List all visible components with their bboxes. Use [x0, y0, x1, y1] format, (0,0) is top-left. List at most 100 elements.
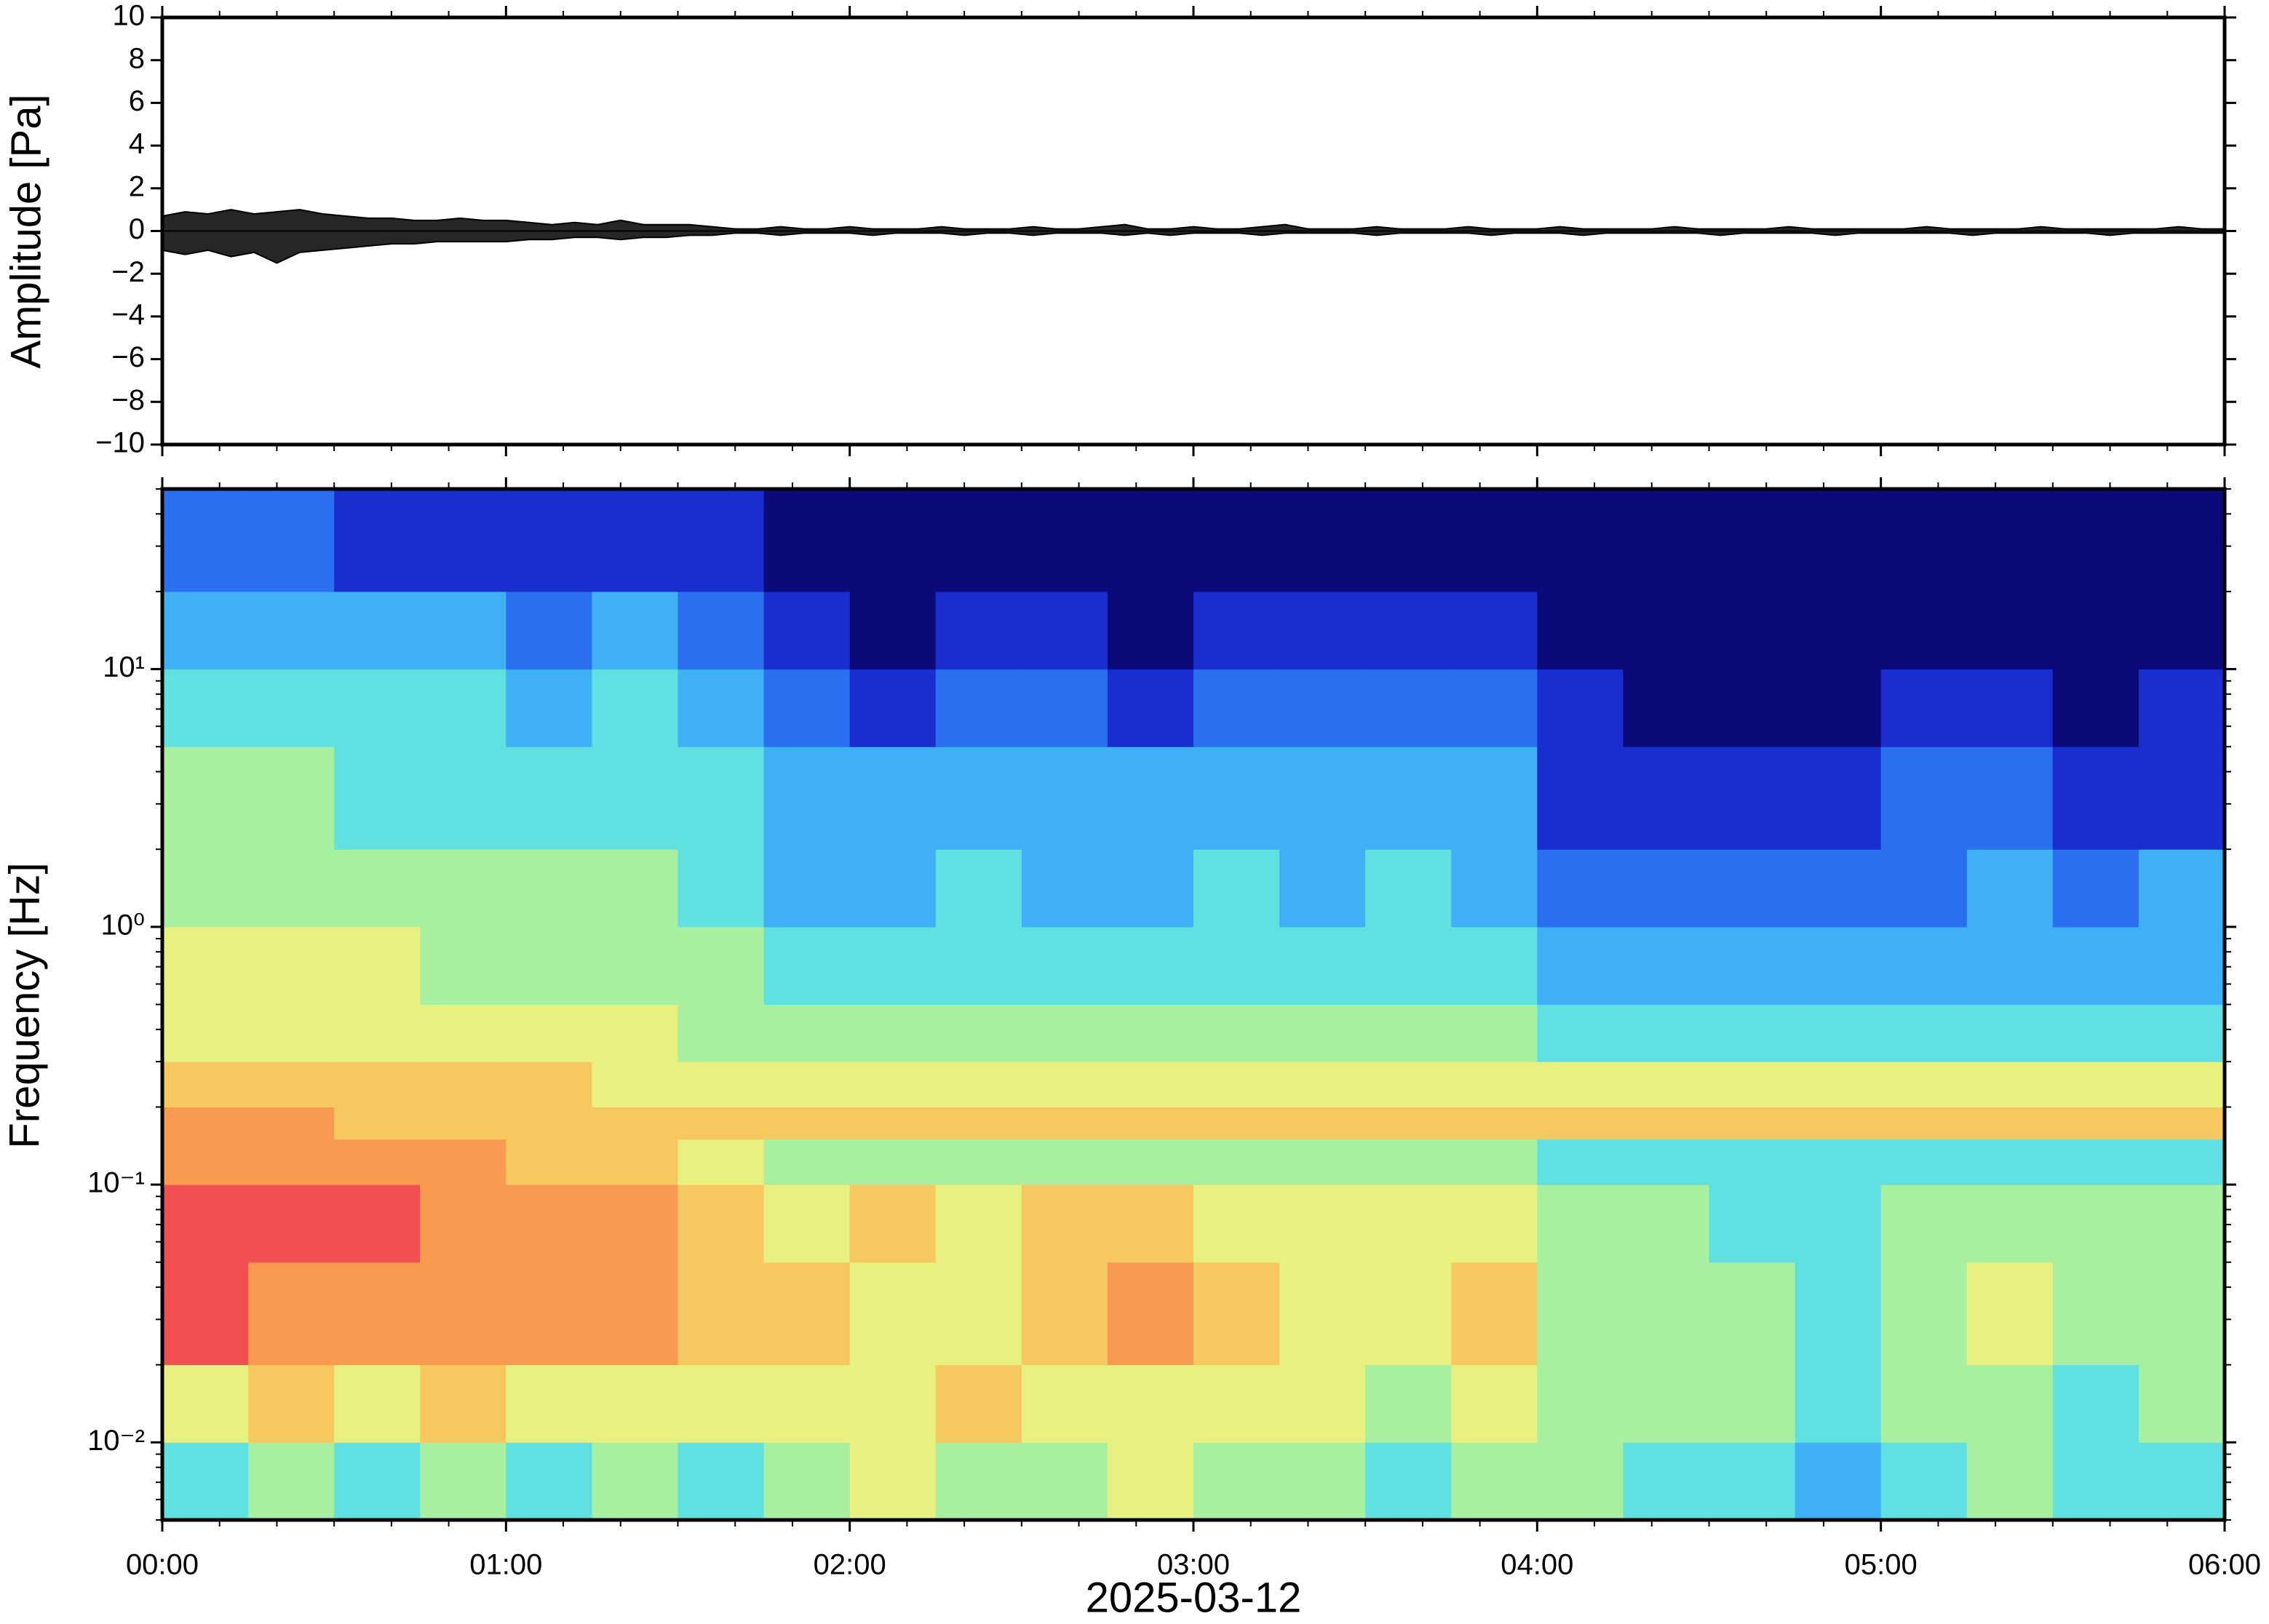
spectrogram-cell [763, 1004, 851, 1062]
spectrogram-cell [2052, 669, 2139, 747]
spectrogram-cell [1365, 1262, 1452, 1366]
spectrogram-cell [334, 669, 421, 747]
y-tick-label: 10⁻² [87, 1425, 145, 1457]
spectrogram-cell [1365, 1107, 1452, 1140]
spectrogram-cell [1279, 489, 1366, 592]
spectrogram-cell [1623, 926, 1709, 1005]
spectrogram-cell [935, 489, 1022, 592]
spectrogram-cell [1709, 1262, 1796, 1366]
spectrogram-cell [1880, 591, 1968, 670]
spectrogram-cell [1966, 1442, 2054, 1521]
spectrogram-cell [592, 1107, 678, 1140]
spectrogram-cell [2138, 1139, 2225, 1185]
spectrogram-cell [2052, 1139, 2139, 1185]
spectrogram-cell [1451, 1062, 1538, 1107]
spectrogram-cell [248, 747, 335, 850]
spectrogram-cell [763, 747, 851, 850]
spectrogram-cell [1537, 669, 1624, 747]
spectrogram-cell [849, 1107, 937, 1140]
spectrogram-cell [248, 1139, 335, 1185]
spectrogram-cell [935, 1185, 1022, 1263]
spectrogram-cell [1623, 489, 1709, 592]
spectrogram-cell [1451, 489, 1538, 592]
spectrogram-cell [162, 926, 249, 1005]
waveform-line [162, 209, 2225, 230]
spectrogram-cell [935, 747, 1022, 850]
spectrogram-cell [677, 1185, 765, 1263]
spectrogram-cell [420, 591, 506, 670]
spectrogram-cell [334, 591, 421, 670]
spectrogram-cell [334, 1062, 421, 1107]
spectrogram-cell [420, 1185, 506, 1263]
spectrogram-cell [1021, 1185, 1108, 1263]
spectrogram-cell [1021, 489, 1108, 592]
spectrogram-cell [1107, 669, 1194, 747]
spectrogram-cell [420, 489, 506, 592]
spectrogram-cell [506, 849, 592, 928]
spectrogram-cell [1709, 489, 1796, 592]
spectrogram-cell [334, 1442, 421, 1521]
spectrogram-cell [592, 1262, 678, 1366]
spectrogram-cell [2138, 1442, 2225, 1521]
spectrogram-cell [849, 1364, 937, 1443]
spectrogram-cell [1966, 926, 2054, 1005]
spectrogram-cell [1966, 1004, 2054, 1062]
spectrogram-cell [1537, 1364, 1624, 1443]
spectrogram-cell [1193, 591, 1280, 670]
spectrogram-cell [2052, 849, 2139, 928]
spectrogram-cell [1880, 1139, 1968, 1185]
spectrogram-cell [1279, 1139, 1366, 1185]
spectrogram-cell [1279, 849, 1366, 928]
spectrogram-cell [1709, 1364, 1796, 1443]
spectrogram-cell [849, 849, 937, 928]
spectrogram-cell [935, 669, 1022, 747]
spectrogram-cell [1193, 669, 1280, 747]
spectrogram-cell [420, 1442, 506, 1521]
spectrogram-cell [334, 1139, 421, 1185]
spectrogram-cell [1365, 489, 1452, 592]
spectrogram-cell [849, 591, 937, 670]
spectrogram-cell [1021, 669, 1108, 747]
spectrogram-cell [420, 1062, 506, 1107]
y-tick-label: 10⁻¹ [87, 1167, 145, 1199]
spectrogram-cell [935, 1139, 1022, 1185]
spectrogram-cell [592, 1442, 678, 1521]
spectrogram-cell [334, 849, 421, 928]
spectrogram-cell [248, 1004, 335, 1062]
spectrogram-cell [935, 1364, 1022, 1443]
spectrogram-cell [935, 926, 1022, 1005]
spectrogram-cell [1021, 1107, 1108, 1140]
spectrogram-cell [2052, 489, 2139, 592]
spectrogram-cell [1623, 1364, 1709, 1443]
spectrogram-cell [1880, 1185, 1968, 1263]
spectrogram-cell [1623, 1139, 1709, 1185]
spectrogram-cell [248, 1262, 335, 1366]
y-tick-label: 2 [129, 170, 145, 202]
spectrogram-cell [1709, 926, 1796, 1005]
spectrogram-cell [763, 1442, 851, 1521]
y-tick-label: 6 [129, 85, 145, 117]
spectrogram-cell [1623, 1107, 1709, 1140]
spectrogram-cell [1021, 1004, 1108, 1062]
spectrogram-cell [677, 1262, 765, 1366]
spectrogram-cell [1709, 1062, 1796, 1107]
spectrogram-cell [1966, 1262, 2054, 1366]
spectrogram-cell [2138, 1262, 2225, 1366]
spectrogram-cell [1365, 1442, 1452, 1521]
spectrogram-cell [162, 1062, 249, 1107]
spectrogram-cell [506, 489, 592, 592]
spectrogram-cell [592, 669, 678, 747]
spectrogram-cell [677, 1062, 765, 1107]
y-tick-label: −10 [95, 427, 145, 459]
spectrogram-cell [334, 1107, 421, 1140]
spectrogram-cell [1709, 1004, 1796, 1062]
spectrogram-cell [592, 747, 678, 850]
y-tick-label: 10 [113, 0, 146, 32]
spectrogram-cell [1966, 669, 2054, 747]
spectrogram-cell [1623, 849, 1709, 928]
spectrogram-cell [935, 1442, 1022, 1521]
spectrogram-cell [1537, 489, 1624, 592]
spectrogram-cell [2052, 1185, 2139, 1263]
spectrogram-cell [2138, 1185, 2225, 1263]
spectrogram-cell [1279, 926, 1366, 1005]
